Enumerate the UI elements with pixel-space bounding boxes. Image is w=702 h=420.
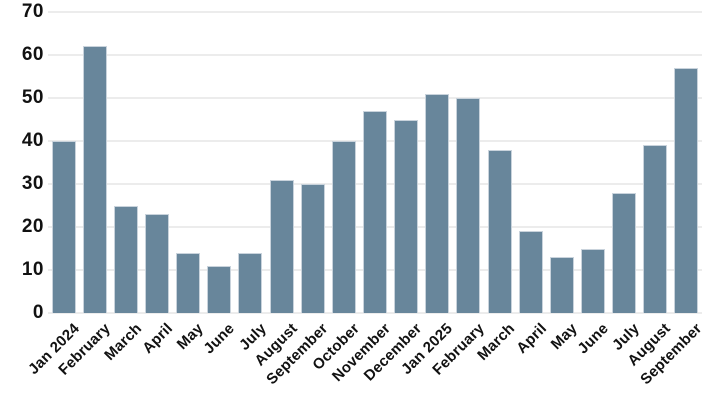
x-tick-label: August [624,320,675,370]
x-tick-label: April [512,320,550,357]
y-tick-label: 0 [32,302,44,323]
bar-may [549,257,574,313]
bar-february [82,46,107,313]
bar-november [363,110,387,313]
gridline [48,269,702,271]
bar-july [238,252,263,313]
bar-jan-2025 [425,93,450,313]
x-tick-label: March [474,320,519,364]
x-tick-label: September [263,320,332,389]
gridline [48,226,702,228]
x-tick-label: April [139,320,177,357]
x-tick-label: September [637,320,702,389]
x-tick-label: February [55,320,114,379]
y-tick-label: 20 [21,216,44,237]
bar-june [207,265,232,313]
y-tick-label: 40 [21,130,44,151]
y-tick-label: 70 [21,1,44,22]
x-tick-label: June [200,320,239,358]
bar-september [674,67,699,313]
bar-april [518,231,543,313]
bar-december [394,119,419,313]
x-tick-label: November [328,320,395,386]
bar-march [487,149,512,313]
bar-february [456,98,481,313]
x-tick-label: February [428,320,488,379]
bar-may [176,252,201,313]
bar-april [145,214,169,313]
x-tick-label: December [360,320,426,385]
gridline [48,183,702,185]
bar-jan-2024 [51,141,76,313]
bar-october [331,141,356,313]
gridline [48,11,702,13]
y-tick-label: 30 [21,173,44,194]
bar-august [643,145,668,313]
x-tick-label: June [574,320,613,358]
x-tick-label: October [309,320,363,374]
gridline [48,54,702,56]
y-tick-label: 10 [21,259,44,280]
bar-march [113,205,138,313]
bar-june [581,248,605,313]
bar-july [612,192,637,313]
x-tick-label: May [547,320,581,354]
gridline [48,312,702,314]
x-tick-label: Jan 2025 [398,320,457,378]
bar-september [300,184,325,313]
y-tick-label: 60 [21,44,44,65]
x-tick-label: May [174,320,208,354]
x-tick-label: Jan 2024 [24,320,83,378]
y-tick-label: 50 [21,87,44,108]
x-tick-label: July [609,320,644,354]
x-tick-label: July [235,320,270,354]
gridline [48,140,702,142]
gridline [48,97,702,99]
bar-august [269,179,294,313]
x-tick-label: March [100,320,145,364]
x-tick-label: August [251,320,301,370]
